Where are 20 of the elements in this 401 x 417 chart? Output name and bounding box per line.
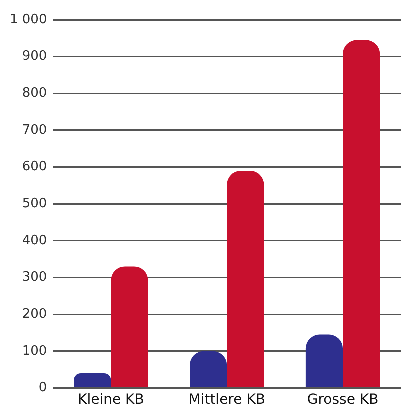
y-tick-label: 300: [22, 270, 48, 286]
bar: [227, 170, 264, 388]
y-tick-label: 800: [22, 86, 48, 102]
y-tick-label: 400: [22, 233, 48, 248]
y-tick-label: 0: [38, 380, 48, 396]
bar: [111, 266, 148, 388]
bar: [306, 334, 344, 388]
y-tick-label: 500: [22, 196, 48, 212]
bar: [343, 40, 380, 388]
x-tick-label: Kleine KB: [78, 392, 144, 408]
y-tick-label: 1 000: [10, 12, 48, 28]
x-tick-label: Mittlere KB: [188, 392, 266, 408]
bar: [74, 373, 112, 388]
y-tick-label: 600: [22, 160, 48, 175]
x-tick-label: Grosse KB: [307, 392, 379, 408]
y-tick-label: 100: [22, 344, 48, 359]
y-tick-label: 200: [22, 306, 48, 322]
y-tick-label: 700: [22, 122, 48, 138]
bar: [190, 351, 228, 388]
y-tick-label: 900: [22, 49, 48, 64]
